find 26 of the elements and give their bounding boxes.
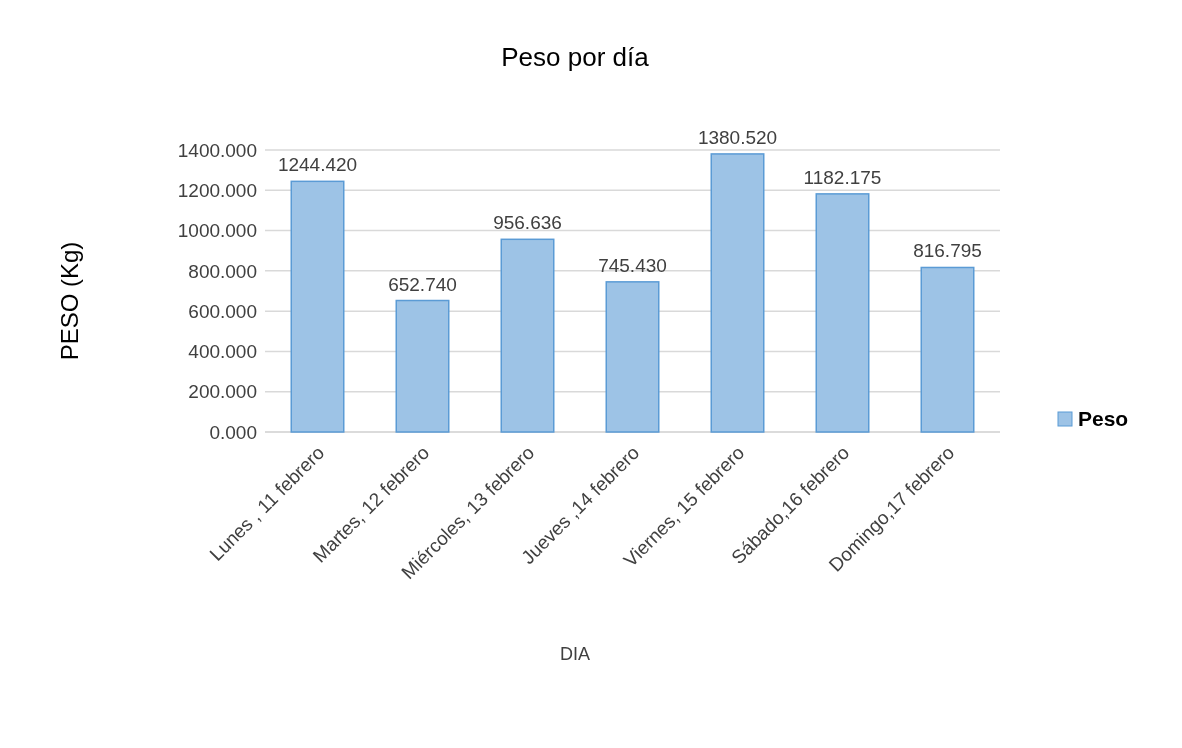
bar	[815, 193, 870, 433]
bar	[710, 153, 765, 433]
y-tick-label: 600.000	[188, 300, 257, 322]
y-tick-label: 1400.000	[177, 139, 257, 161]
data-label: 745.430	[598, 254, 667, 276]
y-tick-label: 1000.000	[177, 220, 257, 242]
x-axis-title: DIA	[559, 644, 591, 664]
bar	[500, 238, 555, 433]
bar	[290, 180, 345, 433]
data-label: 652.740	[388, 273, 457, 295]
data-label: 816.795	[913, 240, 982, 262]
bar	[605, 281, 660, 433]
bar	[395, 299, 450, 433]
y-tick-label: 200.000	[188, 381, 257, 403]
legend-label: Peso	[1078, 407, 1129, 431]
y-tick-label: 0.000	[209, 421, 257, 443]
y-tick-label: 400.000	[188, 341, 257, 363]
y-axis-title: PESO (Kg)	[56, 241, 83, 361]
data-label: 1380.520	[697, 126, 778, 148]
data-label: 1182.175	[803, 166, 882, 188]
bar	[920, 266, 975, 433]
data-label: 956.636	[493, 212, 562, 234]
chart-title: Peso por día	[501, 42, 650, 72]
y-tick-label: 1200.000	[177, 179, 257, 201]
data-label: 1244.420	[277, 154, 358, 176]
y-tick-label: 800.000	[188, 260, 257, 282]
